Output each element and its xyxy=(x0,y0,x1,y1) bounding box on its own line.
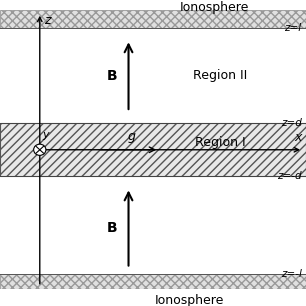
Text: y: y xyxy=(42,130,49,140)
Text: B: B xyxy=(106,69,117,83)
Text: g: g xyxy=(128,130,136,143)
Bar xyxy=(0,10,306,28)
Text: x: x xyxy=(294,131,301,144)
Text: z=-d: z=-d xyxy=(277,171,301,181)
Circle shape xyxy=(34,144,46,155)
Bar xyxy=(0,123,306,176)
Text: z=-l: z=-l xyxy=(281,269,301,279)
Text: z: z xyxy=(44,14,51,27)
Text: Region II: Region II xyxy=(193,69,248,82)
Text: Region I: Region I xyxy=(195,136,246,149)
Text: B: B xyxy=(106,221,117,235)
Text: z=d: z=d xyxy=(281,118,301,128)
Text: Ionosphere: Ionosphere xyxy=(155,294,224,306)
Text: Ionosphere: Ionosphere xyxy=(180,1,249,13)
Text: z=l: z=l xyxy=(284,23,301,33)
Bar xyxy=(0,274,306,292)
